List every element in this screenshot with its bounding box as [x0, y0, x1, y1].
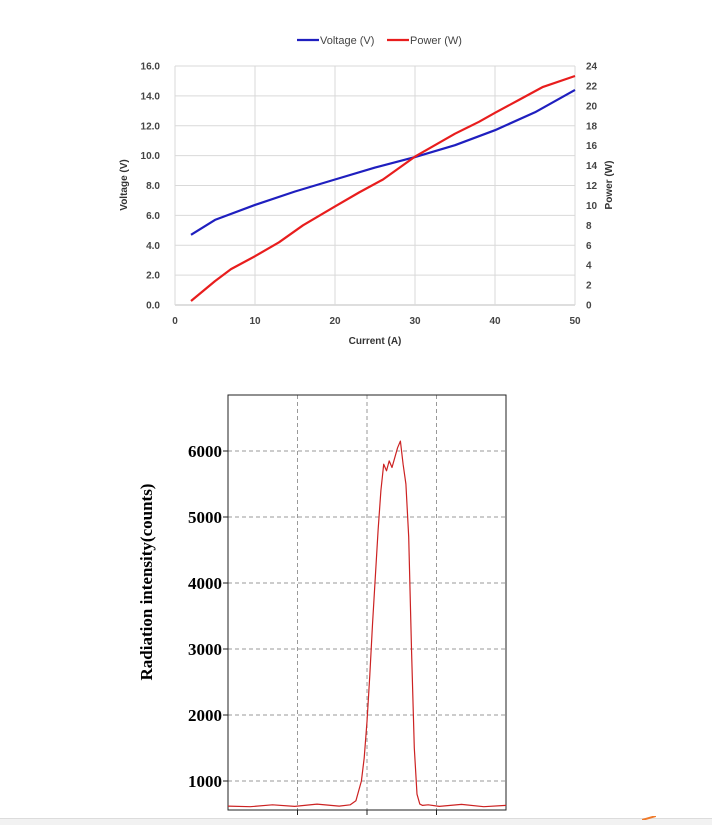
chart1-y-tick-label: 10.0	[141, 151, 161, 162]
chart1-y2-tick-label: 24	[586, 62, 598, 73]
chart1-series	[190, 74, 576, 302]
chart1-series-line-voltage	[190, 88, 576, 236]
chart1-y-ticks: 0.0 2.0 4.0 6.0 8.0 10.0 12.0 14.0 16.0	[141, 62, 161, 312]
chart1-legend-label: Voltage (V)	[320, 35, 374, 47]
orange-corner-icon	[642, 816, 656, 820]
chart1-y-tick-label: 6.0	[146, 211, 160, 222]
bottom-scroll-strip	[0, 818, 712, 825]
chart1-y2-axis-label: Power (W)	[604, 161, 615, 210]
chart2-y-ticks: 1000 2000 3000 4000 5000 6000	[188, 442, 437, 815]
chart1-y2-tick-label: 12	[586, 181, 598, 192]
chart1-y-axis-label: Voltage (V)	[119, 159, 130, 210]
chart2-y-tick-label: 6000	[188, 442, 222, 461]
radiation-intensity-chart: 1000 2000 3000 4000 5000 6000 Radiation inten…	[137, 394, 507, 815]
chart1-y2-tick-label: 20	[586, 101, 598, 112]
chart1-legend-label: Power (W)	[410, 35, 462, 47]
chart1-y-tick-label: 8.0	[146, 181, 160, 192]
chart1-series-line-power	[190, 74, 576, 302]
chart1-x-tick-label: 40	[489, 316, 501, 327]
chart1-y2-tick-label: 4	[586, 261, 592, 272]
chart1-x-tick-label: 30	[409, 316, 421, 327]
chart1-y2-tick-label: 6	[586, 241, 592, 252]
chart1-y2-tick-label: 2	[586, 281, 592, 292]
chart1-y2-tick-label: 10	[586, 201, 598, 212]
chart2-y-tick-label: 5000	[188, 508, 222, 527]
chart1-y-tick-label: 0.0	[146, 301, 160, 312]
chart1-y-tick-label: 4.0	[146, 241, 160, 252]
chart1-y2-tick-label: 18	[586, 121, 598, 132]
chart2-y-tick-label: 2000	[188, 706, 222, 725]
chart1-gridlines	[174, 65, 576, 306]
chart1-y2-tick-label: 8	[586, 221, 592, 232]
chart1-x-tick-label: 20	[329, 316, 341, 327]
chart2-gridlines	[228, 395, 506, 810]
chart1-x-tick-label: 0	[172, 316, 178, 327]
chart1-x-tick-label: 10	[249, 316, 261, 327]
chart2-y-tick-label: 4000	[188, 574, 222, 593]
chart1-y2-tick-label: 16	[586, 141, 598, 152]
chart2-series-line	[227, 440, 507, 808]
chart1-y2-tick-label: 22	[586, 81, 598, 92]
chart1-y-tick-label: 12.0	[141, 121, 161, 132]
chart1-y-tick-label: 16.0	[141, 62, 161, 73]
chart1-y-tick-label: 14.0	[141, 91, 161, 102]
chart1-x-ticks: 0 10 20 30 40 50	[172, 316, 581, 327]
chart1-y-tick-label: 2.0	[146, 271, 160, 282]
chart2-y-axis-label: Radiation intensity(counts)	[137, 484, 156, 681]
chart2-y-tick-label: 1000	[188, 772, 222, 791]
chart1-x-axis-label: Current (A)	[349, 336, 402, 347]
chart1-x-tick-label: 50	[569, 316, 581, 327]
chart1-legend: Voltage (V) Power (W)	[297, 35, 462, 47]
chart2-series	[227, 440, 507, 808]
chart2-y-tick-label: 3000	[188, 640, 222, 659]
chart1-y2-tick-label: 0	[586, 301, 592, 312]
chart1-y2-tick-label: 14	[586, 161, 598, 172]
voltage-power-chart: Voltage (V) Power (W) 0 10 20 30 40 50 0.02.04…	[119, 35, 615, 347]
